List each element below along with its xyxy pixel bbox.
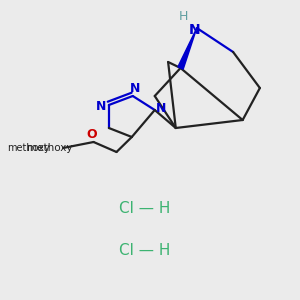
Text: methoxy: methoxy (7, 143, 50, 153)
Text: O: O (86, 128, 97, 140)
Text: N: N (96, 100, 106, 113)
Text: Cl — H: Cl — H (119, 243, 171, 258)
Polygon shape (178, 28, 197, 69)
Text: N: N (156, 103, 167, 116)
Text: N: N (189, 23, 201, 37)
Text: Cl — H: Cl — H (119, 201, 171, 216)
Text: H: H (179, 10, 188, 22)
Text: methoxy: methoxy (27, 143, 72, 153)
Text: N: N (130, 82, 140, 94)
